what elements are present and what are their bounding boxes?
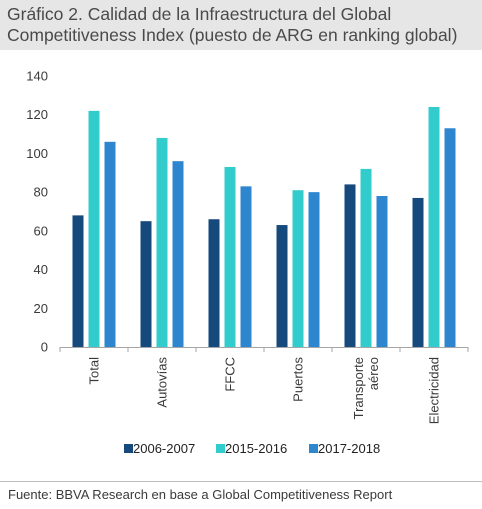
bar <box>428 106 440 347</box>
bar <box>444 128 456 347</box>
y-tick-label: 100 <box>26 146 48 161</box>
bar <box>140 221 152 347</box>
x-tick-label: Transporte <box>351 357 366 419</box>
chart-title-line-2: Competitiveness Index (puesto de ARG en … <box>7 25 458 45</box>
y-tick-label: 0 <box>41 340 48 355</box>
legend-swatch <box>309 444 318 453</box>
y-tick-label: 40 <box>34 262 48 277</box>
legend-swatch <box>216 444 225 453</box>
legend-label: 2006-2007 <box>133 441 195 456</box>
y-tick-label: 60 <box>34 223 48 238</box>
x-tick-label-group: Electricidad <box>427 357 442 424</box>
x-tick-label: Autovías <box>155 357 170 408</box>
x-tick-label-group: Transporte aéreo <box>351 357 381 419</box>
bar <box>240 186 252 347</box>
x-tick-label: Total <box>87 357 102 385</box>
y-tick-label: 20 <box>34 301 48 316</box>
x-tick-label: Puertos <box>291 357 306 402</box>
x-tick-label: Electricidad <box>427 357 442 424</box>
x-tick-label-group: Autovías <box>155 357 170 408</box>
source-note: Fuente: BBVA Research en base a Global C… <box>8 487 393 502</box>
bar <box>104 141 116 347</box>
bar <box>172 161 184 347</box>
bar <box>412 197 424 347</box>
x-tick-label-group: FFCC <box>223 357 238 392</box>
legend-label: 2015-2016 <box>225 441 287 456</box>
bar <box>344 184 356 347</box>
x-tick-label-group: Total <box>87 357 102 385</box>
bar <box>276 225 288 347</box>
bar <box>224 166 236 347</box>
footer-divider <box>0 481 482 482</box>
bar <box>72 215 84 347</box>
legend-label: 2017-2018 <box>318 441 380 456</box>
y-tick-label: 140 <box>26 69 48 84</box>
x-tick-label: aéreo <box>366 357 381 390</box>
legend-swatch <box>124 444 133 453</box>
bar <box>292 190 304 347</box>
y-tick-label: 120 <box>26 107 48 122</box>
bar <box>308 192 320 347</box>
x-tick-label-group: Puertos <box>291 357 306 402</box>
chart-title-line-1: Gráfico 2. Calidad de la Infraestructura… <box>7 4 392 24</box>
bar <box>360 168 372 347</box>
bar <box>208 219 220 347</box>
x-tick-label: FFCC <box>223 357 238 392</box>
bar <box>376 196 388 347</box>
bar <box>88 110 100 347</box>
bar-chart: 0 20 40 60 80 100 120 140 Total Autovías FFCC Puert… <box>26 69 469 456</box>
bar <box>156 137 168 347</box>
chart-title-box: Gráfico 2. Calidad de la Infraestructura… <box>0 0 482 50</box>
y-tick-label: 80 <box>34 185 48 200</box>
